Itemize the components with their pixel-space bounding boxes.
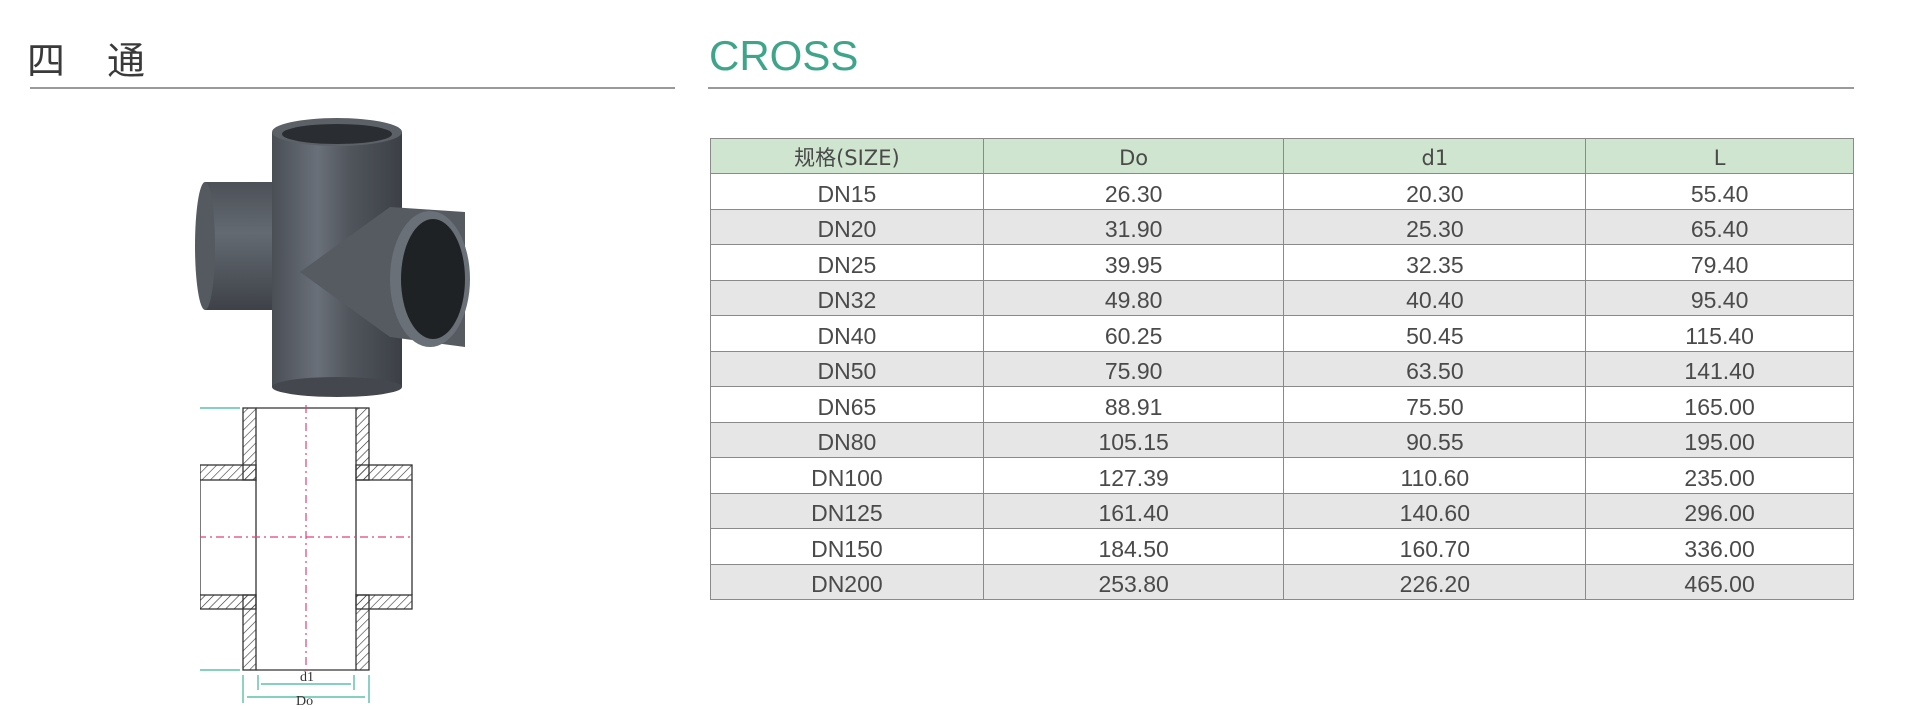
cell-size: DN20: [710, 208, 984, 245]
cell-do: 88.91: [982, 386, 1285, 423]
cell-size: DN200: [710, 563, 984, 600]
cross-fitting-photo: [195, 118, 470, 397]
cell-do: 127.39: [982, 457, 1285, 494]
cell-l: 465.00: [1585, 563, 1854, 600]
table-row: DN125 161.40 140.60 296.00: [710, 492, 1854, 529]
cell-d1: 20.30: [1283, 173, 1587, 210]
cell-do: 75.90: [982, 350, 1285, 387]
cell-l: 55.40: [1585, 173, 1854, 210]
column-header-size: 规格(SIZE): [710, 138, 984, 174]
cell-d1: 226.20: [1283, 563, 1587, 600]
table-row: DN65 88.91 75.50 165.00: [710, 386, 1854, 423]
cell-do: 26.30: [982, 173, 1285, 210]
cell-l: 141.40: [1585, 350, 1854, 387]
cell-size: DN25: [710, 244, 984, 281]
cell-do: 105.15: [982, 421, 1285, 458]
cell-d1: 32.35: [1283, 244, 1587, 281]
dimensions-table: 规格(SIZE) Do d1 L DN15 26.30 20.30 55.40 DN20…: [710, 138, 1854, 600]
cell-l: 336.00: [1585, 528, 1854, 565]
cell-do: 253.80: [982, 563, 1285, 600]
table-row: DN20 31.90 25.30 65.40: [710, 208, 1854, 245]
title-underline-right: [708, 87, 1854, 89]
cell-size: DN80: [710, 421, 984, 458]
cell-d1: 50.45: [1283, 315, 1587, 352]
cell-l: 296.00: [1585, 492, 1854, 529]
cell-do: 184.50: [982, 528, 1285, 565]
cross-section-diagram: L d1 Do: [200, 405, 414, 705]
column-header-d1: d1: [1283, 138, 1587, 174]
cell-do: 161.40: [982, 492, 1285, 529]
cell-l: 65.40: [1585, 208, 1854, 245]
cell-do: 39.95: [982, 244, 1285, 281]
cell-l: 195.00: [1585, 421, 1854, 458]
cell-size: DN65: [710, 386, 984, 423]
cell-d1: 25.30: [1283, 208, 1587, 245]
column-header-l: L: [1585, 138, 1854, 174]
column-header-do: Do: [982, 138, 1285, 174]
table-row: DN25 39.95 32.35 79.40: [710, 244, 1854, 281]
title-underline-left: [30, 87, 675, 89]
table-header-row: 规格(SIZE) Do d1 L: [710, 138, 1854, 174]
cell-d1: 140.60: [1283, 492, 1587, 529]
cell-size: DN50: [710, 350, 984, 387]
cell-d1: 40.40: [1283, 279, 1587, 316]
cell-d1: 160.70: [1283, 528, 1587, 565]
table-row: DN150 184.50 160.70 336.00: [710, 528, 1854, 565]
cell-size: DN125: [710, 492, 984, 529]
cell-d1: 75.50: [1283, 386, 1587, 423]
cell-size: DN15: [710, 173, 984, 210]
cell-l: 235.00: [1585, 457, 1854, 494]
title-chinese: 四通: [27, 39, 188, 83]
cell-l: 115.40: [1585, 315, 1854, 352]
cell-do: 49.80: [982, 279, 1285, 316]
dimension-label-Do: Do: [296, 694, 313, 705]
table-row: DN50 75.90 63.50 141.40: [710, 350, 1854, 387]
cell-d1: 110.60: [1283, 457, 1587, 494]
cell-l: 79.40: [1585, 244, 1854, 281]
cell-size: DN150: [710, 528, 984, 565]
table-row: DN100 127.39 110.60 235.00: [710, 457, 1854, 494]
table-row: DN40 60.25 50.45 115.40: [710, 315, 1854, 352]
cell-size: DN32: [710, 279, 984, 316]
cell-size: DN40: [710, 315, 984, 352]
table-row: DN200 253.80 226.20 465.00: [710, 563, 1854, 600]
cell-do: 31.90: [982, 208, 1285, 245]
title-english: CROSS: [709, 32, 859, 79]
cell-l: 95.40: [1585, 279, 1854, 316]
cell-do: 60.25: [982, 315, 1285, 352]
cell-l: 165.00: [1585, 386, 1854, 423]
dimension-label-d1: d1: [300, 670, 314, 685]
cell-d1: 90.55: [1283, 421, 1587, 458]
table-row: DN15 26.30 20.30 55.40: [710, 173, 1854, 210]
cell-d1: 63.50: [1283, 350, 1587, 387]
table-row: DN32 49.80 40.40 95.40: [710, 279, 1854, 316]
table-row: DN80 105.15 90.55 195.00: [710, 421, 1854, 458]
cell-size: DN100: [710, 457, 984, 494]
